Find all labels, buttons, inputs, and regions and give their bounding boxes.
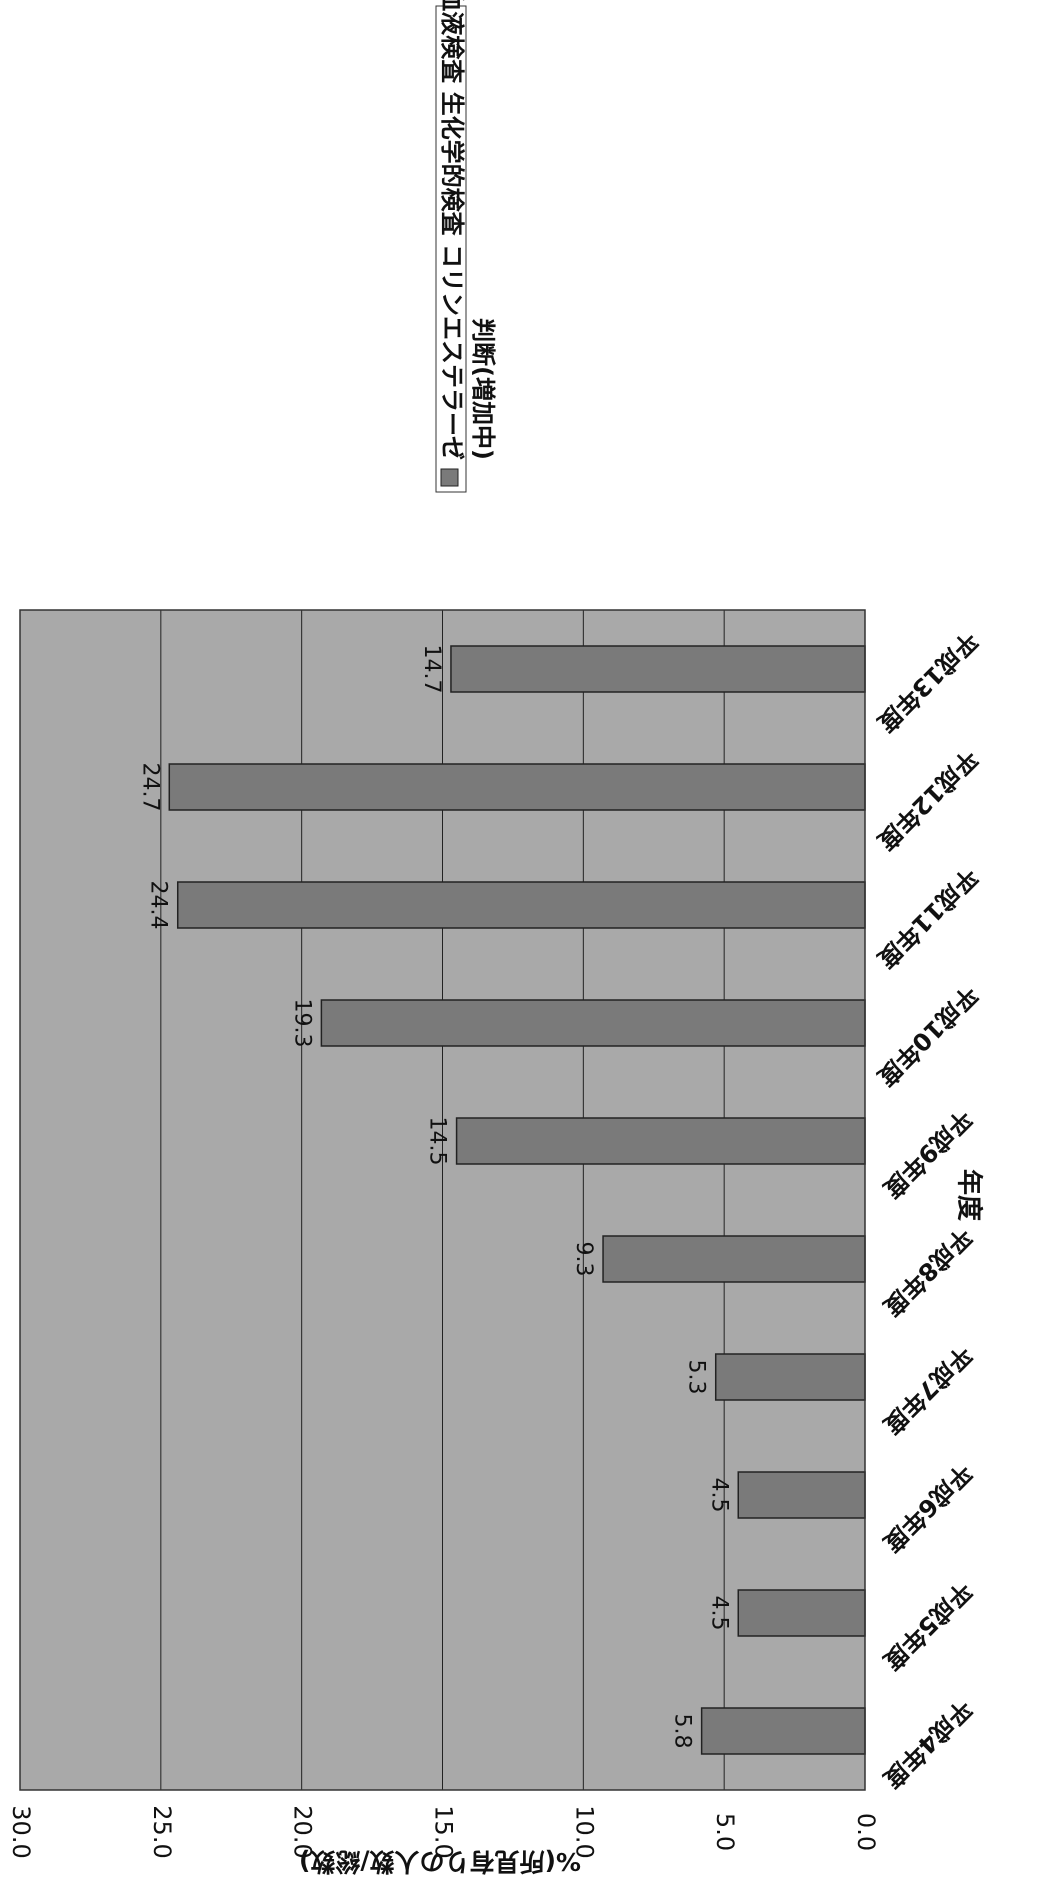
value-axis-title: %(所見有りの人数/総数): [299, 1847, 581, 1876]
legend-box: [435, 5, 467, 493]
category-label: 平成6年度: [877, 1458, 977, 1558]
value-tick-label: 15.0: [430, 1805, 458, 1858]
value-tick-label: 0.0: [852, 1813, 880, 1851]
category-label: 平成8年度: [877, 1222, 977, 1322]
bar: [700, 1707, 866, 1755]
data-label: 24.4: [146, 881, 171, 930]
bar: [450, 645, 866, 693]
data-label: 14.5: [425, 1117, 450, 1166]
data-label: 4.5: [706, 1596, 731, 1631]
bar: [737, 1589, 866, 1637]
bar-series: [168, 645, 866, 1755]
category-label: 平成4年度: [877, 1694, 977, 1794]
data-label: 9.3: [571, 1242, 596, 1277]
category-label: 平成11年度: [871, 862, 983, 974]
category-axis-title: 年度: [954, 1169, 985, 1221]
bar: [714, 1353, 866, 1401]
category-label: 平成7年度: [877, 1340, 977, 1440]
plot-frame: [19, 609, 866, 1791]
bar: [176, 881, 866, 929]
bar: [602, 1235, 866, 1283]
bar: [320, 999, 866, 1047]
bar: [737, 1471, 866, 1519]
data-label: 5.3: [684, 1360, 709, 1395]
category-label: 平成5年度: [877, 1576, 977, 1676]
value-tick-label: 5.0: [711, 1813, 739, 1851]
data-label: 19.3: [289, 999, 314, 1048]
data-label: 5.8: [670, 1714, 695, 1749]
data-label: 4.5: [706, 1478, 731, 1513]
legend-label-continued: 判断(増加中): [469, 318, 497, 460]
bar: [168, 763, 866, 811]
legend-swatch: [440, 468, 459, 487]
category-label: 平成12年度: [871, 744, 983, 856]
legend-label: 血液検査 生化学的検査 コリンエステラーゼ: [438, 0, 466, 460]
category-label: 平成13年度: [871, 626, 983, 738]
bar: [455, 1117, 866, 1165]
value-tick-label: 20.0: [289, 1805, 317, 1858]
value-tick-label: 30.0: [7, 1805, 35, 1858]
value-tick-label: 10.0: [570, 1805, 598, 1858]
data-label: 14.7: [419, 645, 444, 694]
value-tick-label: 25.0: [148, 1805, 176, 1858]
data-label: 24.7: [137, 763, 162, 812]
category-label: 平成10年度: [871, 980, 983, 1092]
